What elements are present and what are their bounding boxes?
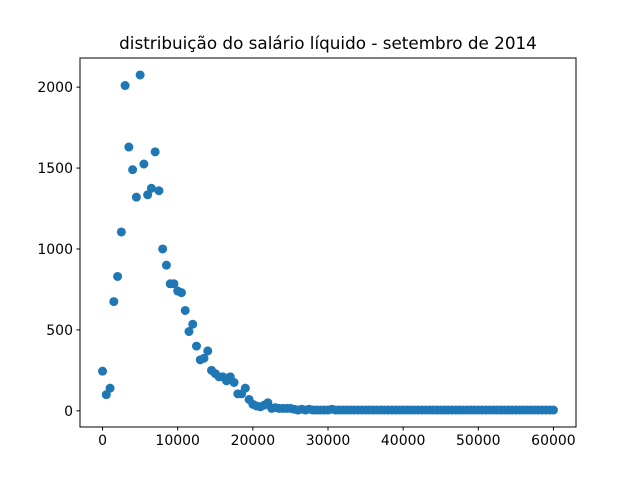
y-tick-label: 1500 — [37, 161, 73, 177]
chart-title: distribuição do salário líquido - setemb… — [119, 33, 537, 53]
x-axis: 0 10000 20000 30000 40000 50000 60000 — [98, 427, 576, 449]
x-tick-label: 30000 — [306, 433, 351, 449]
data-point — [116, 227, 126, 237]
data-point — [229, 377, 239, 387]
data-point — [146, 183, 156, 193]
data-point — [548, 405, 558, 415]
data-point — [158, 244, 168, 254]
data-point — [199, 353, 209, 363]
data-point — [161, 260, 171, 270]
data-point — [176, 288, 186, 298]
data-point — [131, 192, 141, 202]
data-point — [154, 186, 164, 196]
data-point — [124, 142, 134, 152]
y-tick-label: 2000 — [37, 80, 73, 96]
y-tick-label: 0 — [64, 404, 73, 420]
data-point — [188, 319, 198, 329]
data-point — [191, 341, 201, 351]
data-point — [128, 165, 138, 175]
data-point — [139, 159, 149, 169]
data-point — [120, 81, 130, 91]
data-point — [150, 147, 160, 157]
y-tick-label: 500 — [46, 323, 73, 339]
data-point — [98, 366, 108, 376]
data-point — [184, 327, 194, 337]
plot-area-frame — [79, 57, 577, 428]
data-point — [169, 279, 179, 289]
data-point — [109, 297, 119, 307]
y-tick-label: 1000 — [37, 242, 73, 258]
x-tick-label: 20000 — [231, 433, 276, 449]
data-point — [203, 346, 213, 356]
x-tick-label: 50000 — [456, 433, 501, 449]
y-axis: 0 500 1000 1500 2000 — [37, 80, 80, 420]
data-point — [240, 383, 250, 393]
data-point — [135, 70, 145, 80]
x-tick-label: 60000 — [531, 433, 576, 449]
data-point — [105, 383, 115, 393]
x-tick-label: 40000 — [381, 433, 426, 449]
data-point — [180, 305, 190, 315]
x-tick-label: 0 — [98, 433, 107, 449]
data-point — [113, 271, 123, 281]
data-points — [98, 70, 558, 415]
x-tick-label: 10000 — [155, 433, 200, 449]
